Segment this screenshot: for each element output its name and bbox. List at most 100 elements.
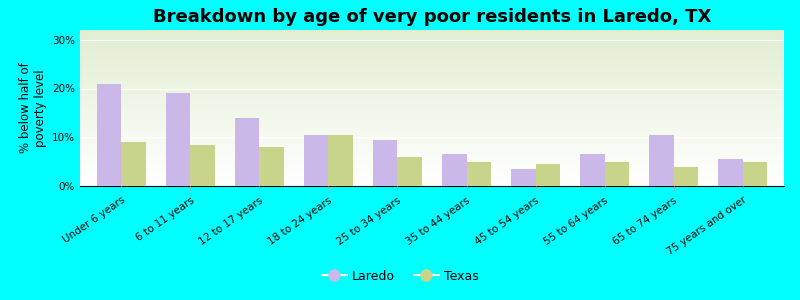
Bar — [80, 144, 784, 146]
Bar — [80, 68, 784, 69]
Bar — [80, 102, 784, 103]
Bar — [80, 138, 784, 139]
Bar — [80, 178, 784, 180]
Bar — [80, 134, 784, 136]
Bar — [80, 181, 784, 183]
Bar — [80, 136, 784, 138]
Bar — [80, 124, 784, 125]
Bar — [80, 125, 784, 127]
Bar — [511, 169, 535, 186]
Bar — [235, 118, 259, 186]
Bar — [80, 36, 784, 38]
Bar — [122, 142, 146, 186]
Bar — [166, 93, 190, 186]
Bar — [80, 177, 784, 178]
Bar — [605, 162, 629, 186]
Bar — [80, 169, 784, 170]
Bar — [80, 86, 784, 88]
Bar — [80, 55, 784, 56]
Bar — [80, 180, 784, 181]
Bar — [80, 117, 784, 119]
Bar — [80, 99, 784, 100]
Bar — [80, 80, 784, 82]
Bar — [80, 50, 784, 52]
Bar — [80, 61, 784, 63]
Legend: Laredo, Texas: Laredo, Texas — [317, 265, 483, 288]
Bar — [80, 89, 784, 91]
Bar — [580, 154, 605, 186]
Bar — [80, 77, 784, 78]
Bar — [80, 121, 784, 122]
Bar — [80, 56, 784, 58]
Bar — [80, 74, 784, 75]
Bar — [650, 135, 674, 186]
Bar — [398, 157, 422, 186]
Bar — [80, 175, 784, 177]
Bar — [80, 78, 784, 80]
Bar — [80, 92, 784, 94]
Bar — [80, 146, 784, 147]
Bar — [80, 110, 784, 111]
Bar — [80, 183, 784, 184]
Bar — [80, 103, 784, 105]
Bar — [80, 53, 784, 55]
Bar — [80, 161, 784, 163]
Bar — [80, 60, 784, 61]
Bar — [190, 145, 214, 186]
Bar — [80, 106, 784, 108]
Bar — [80, 49, 784, 50]
Bar — [98, 84, 122, 186]
Bar — [80, 85, 784, 86]
Bar — [80, 43, 784, 44]
Bar — [80, 41, 784, 43]
Bar — [80, 166, 784, 167]
Bar — [80, 58, 784, 60]
Bar — [80, 75, 784, 77]
Bar — [80, 94, 784, 95]
Bar — [80, 148, 784, 150]
Bar — [80, 160, 784, 161]
Bar — [80, 130, 784, 131]
Bar — [80, 113, 784, 114]
Bar — [80, 70, 784, 72]
Bar — [304, 135, 329, 186]
Bar — [718, 159, 742, 186]
Bar — [80, 164, 784, 166]
Bar — [80, 64, 784, 66]
Bar — [80, 39, 784, 41]
Bar — [80, 152, 784, 153]
Bar — [80, 63, 784, 64]
Bar — [80, 173, 784, 175]
Bar — [80, 97, 784, 99]
Bar — [80, 139, 784, 141]
Bar — [80, 33, 784, 35]
Bar — [80, 184, 784, 186]
Bar — [80, 127, 784, 128]
Bar — [329, 135, 353, 186]
Bar — [80, 170, 784, 172]
Bar — [442, 154, 466, 186]
Bar — [80, 133, 784, 134]
Y-axis label: % below half of
poverty level: % below half of poverty level — [18, 63, 46, 153]
Bar — [80, 114, 784, 116]
Bar — [80, 82, 784, 83]
Bar — [374, 140, 398, 186]
Bar — [80, 150, 784, 152]
Bar — [80, 91, 784, 92]
Bar — [742, 162, 766, 186]
Bar — [80, 46, 784, 47]
Bar — [466, 162, 490, 186]
Bar — [259, 147, 284, 186]
Bar — [80, 44, 784, 46]
Bar — [80, 172, 784, 173]
Bar — [80, 100, 784, 102]
Bar — [80, 66, 784, 68]
Bar — [674, 167, 698, 186]
Bar — [535, 164, 560, 186]
Bar — [80, 163, 784, 164]
Bar — [80, 35, 784, 36]
Bar — [80, 116, 784, 117]
Bar — [80, 155, 784, 156]
Bar — [80, 38, 784, 39]
Bar — [80, 32, 784, 33]
